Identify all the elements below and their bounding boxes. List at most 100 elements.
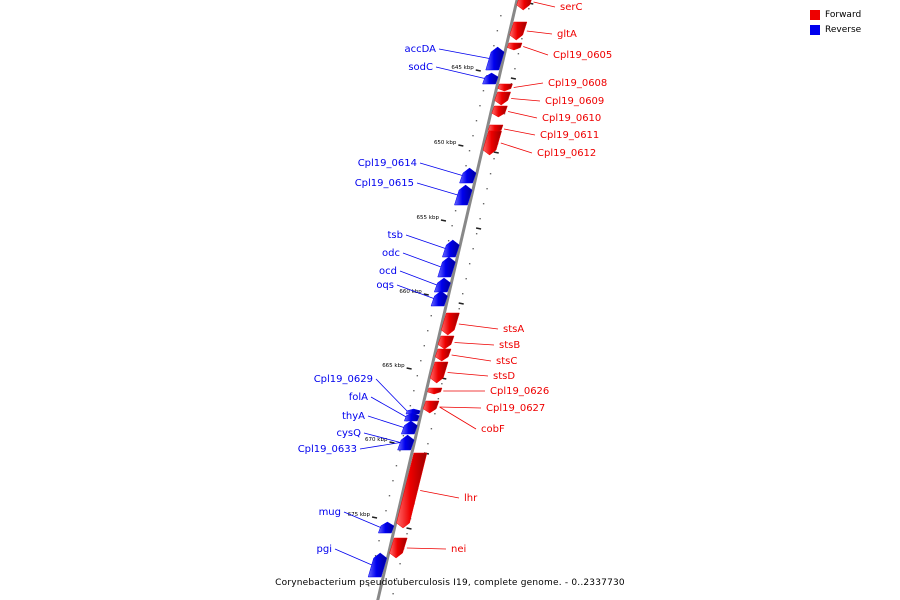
tick-mark <box>406 367 412 370</box>
leader-line <box>375 378 408 412</box>
gene-stsd[interactable] <box>429 361 449 384</box>
gene-cpl19-0615[interactable] <box>454 184 473 206</box>
minor-tick <box>514 68 516 70</box>
tick-mark <box>458 144 464 147</box>
gene-label-stsa: stsA <box>503 324 524 335</box>
figure-caption: Corynebacterium pseudotuberculosis I19, … <box>275 578 625 588</box>
minor-tick <box>434 413 436 415</box>
gene-cpl19-0605[interactable] <box>507 42 523 51</box>
gene-stsc[interactable] <box>434 348 452 362</box>
minor-tick <box>388 495 391 497</box>
leader-line <box>454 342 495 346</box>
gene-mug[interactable] <box>377 521 395 534</box>
minor-tick <box>395 578 398 580</box>
gene-stsb[interactable] <box>437 335 455 350</box>
minor-tick <box>468 263 471 265</box>
minor-tick <box>503 113 506 115</box>
tick-label: 660 kbp <box>399 289 422 295</box>
forward-swatch <box>810 10 820 20</box>
minor-tick <box>486 188 488 190</box>
leader-line <box>503 128 536 136</box>
leader-line <box>405 234 446 249</box>
scale-ticks: 645 kbp 650 kbp 655 kbp 660 kbp 665 kbp 670 k… <box>348 65 481 519</box>
minor-tick <box>493 158 495 160</box>
gene-label-oqs: oqs <box>376 280 394 291</box>
minor-tick <box>402 435 405 437</box>
legend-forward: Forward <box>810 10 861 22</box>
legend-forward-label: Forward <box>825 10 862 20</box>
minor-tick <box>423 345 425 347</box>
gene-pgi[interactable] <box>367 552 387 578</box>
gene-label-stsb: stsB <box>499 340 520 351</box>
leader-line <box>399 270 438 286</box>
gene-cpl19-0608[interactable] <box>497 83 513 92</box>
gene-cpl19-0614[interactable] <box>459 167 477 184</box>
gene-serc[interactable] <box>516 0 534 11</box>
gene-label-glta: gltA <box>557 29 577 40</box>
minor-tick <box>517 53 520 55</box>
tick-mark <box>371 516 378 519</box>
gene-cpl19-0626[interactable] <box>427 387 443 395</box>
legend-reverse-label: Reverse <box>825 25 862 35</box>
minor-tick <box>378 540 380 542</box>
gene-ocd[interactable] <box>433 277 451 293</box>
gene-glta[interactable] <box>509 21 528 41</box>
tick-label: 670 kbp <box>365 437 388 443</box>
minor-tick <box>451 225 453 227</box>
gene-oqs[interactable] <box>430 290 448 307</box>
gene-cpl19-0627[interactable] <box>422 400 440 414</box>
gene-nei[interactable] <box>389 537 408 559</box>
gene-thya[interactable] <box>400 420 418 435</box>
gene-odc[interactable] <box>437 256 456 278</box>
leader-line <box>511 98 541 102</box>
gene-label-fola: folA <box>349 392 368 403</box>
minor-tick <box>430 428 433 430</box>
gene-sodc[interactable] <box>482 72 499 85</box>
gene-label-cpl19-0609: Cpl19_0609 <box>545 96 604 107</box>
gene-label-cpl19-0605: Cpl19_0605 <box>553 50 612 61</box>
tick-label: 645 kbp <box>451 65 474 71</box>
gene-label-pgi: pgi <box>317 544 332 555</box>
gene-label-stsc: stsC <box>496 356 517 367</box>
minor-tick <box>409 405 412 407</box>
gene-stsa[interactable] <box>440 312 460 336</box>
gene-label-thya: thyA <box>342 411 365 422</box>
leader-line <box>451 354 492 362</box>
gene-label-cpl19-0626: Cpl19_0626 <box>490 386 549 397</box>
leader-lines <box>334 1 556 566</box>
leader-line <box>367 415 404 428</box>
gene-cpl19-0609[interactable] <box>494 91 512 106</box>
minor-tick <box>406 533 408 535</box>
leader-line <box>370 396 407 418</box>
leader-line <box>500 142 533 154</box>
gene-cpl19-0612[interactable] <box>482 130 502 156</box>
gene-label-cobf: cobF <box>481 424 505 435</box>
minor-tick <box>462 293 464 295</box>
minor-tick <box>493 45 495 47</box>
gene-lhr[interactable] <box>396 452 428 529</box>
minor-tick <box>454 210 457 212</box>
gene-cpl19-0610[interactable] <box>491 105 508 118</box>
gene-label-sodc: sodC <box>408 62 433 73</box>
gene-label-cpl19-0608: Cpl19_0608 <box>548 78 607 89</box>
gene-label-mug: mug <box>319 507 341 518</box>
gene-accda[interactable] <box>485 46 505 71</box>
leader-line <box>359 442 401 450</box>
minor-tick <box>468 150 471 152</box>
tick-mark <box>389 441 395 444</box>
gene-cysq[interactable] <box>397 434 415 451</box>
leader-line <box>343 511 381 528</box>
minor-tick <box>475 120 478 122</box>
leader-line <box>439 406 482 409</box>
minor-tick <box>420 360 422 362</box>
leader-line <box>438 48 490 59</box>
leader-line <box>406 547 447 550</box>
gene-label-cpl19-0611: Cpl19_0611 <box>540 130 599 141</box>
minor-tick <box>385 510 387 512</box>
major-tick-mark <box>475 227 482 230</box>
major-tick-mark <box>510 77 517 80</box>
tick-mark <box>423 293 429 296</box>
minor-tick <box>399 563 401 565</box>
minor-tick <box>392 593 394 595</box>
minor-tick <box>392 480 394 482</box>
